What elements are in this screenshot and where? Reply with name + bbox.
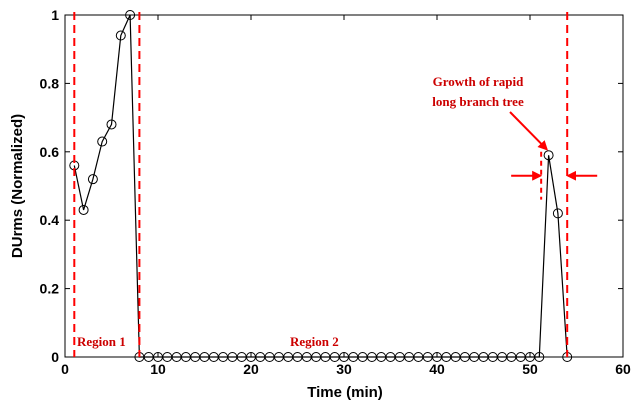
x-tick-label: 0 — [61, 361, 69, 377]
x-axis-title: Time (min) — [307, 384, 383, 401]
data-point — [106, 119, 117, 130]
data-point — [125, 10, 136, 20]
data-point — [87, 174, 98, 185]
y-axis-title: DUrms (Normalized) — [9, 114, 26, 258]
region-label-2: Region 2 — [290, 334, 339, 349]
annotation-line-1: Growth of rapid — [433, 74, 525, 89]
data-point — [552, 208, 563, 219]
y-tick-label: 1 — [51, 7, 59, 23]
x-tick-label: 20 — [243, 361, 259, 377]
annotations — [73, 12, 598, 357]
plot-frame — [64, 14, 624, 358]
data-point — [78, 204, 89, 215]
annotation-line-2: long branch tree — [432, 94, 524, 109]
y-tick-label: 0.2 — [40, 281, 60, 297]
y-tick-label: 0.6 — [40, 144, 60, 160]
x-tick-label: 40 — [429, 361, 445, 377]
y-tick-label: 0.4 — [40, 212, 60, 228]
data-point — [543, 150, 554, 161]
data-point — [534, 352, 545, 362]
data-point — [115, 30, 126, 41]
y-tick-label: 0.8 — [40, 75, 60, 91]
x-tick-label: 60 — [615, 361, 631, 377]
x-tick-label: 30 — [336, 361, 352, 377]
data-point — [97, 136, 108, 147]
plot-area — [69, 10, 573, 362]
x-tick-label: 50 — [522, 361, 538, 377]
x-tick-label: 10 — [150, 361, 166, 377]
series-line — [73, 14, 568, 358]
annotation-arrow — [509, 111, 549, 151]
region-label-1: Region 1 — [77, 334, 126, 349]
axes: 0 10 20 30 40 50 60 0 0.2 0.4 0.6 0.8 1 — [40, 7, 631, 377]
y-tick-label: 0 — [51, 349, 59, 365]
